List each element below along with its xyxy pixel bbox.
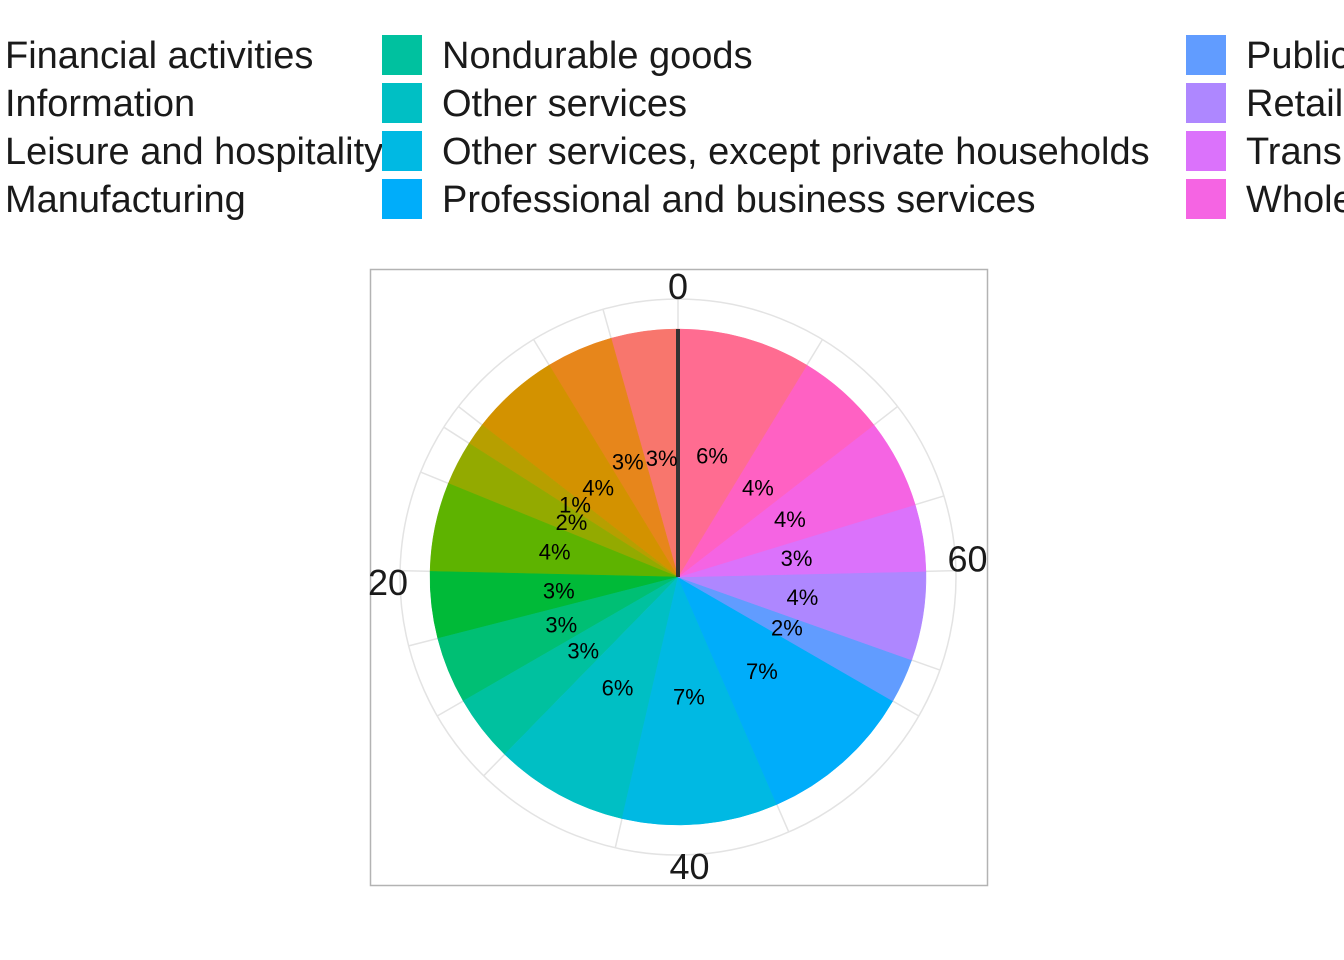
slice-label-3: 1%	[559, 492, 591, 517]
legend-label-6: Other services, except private household…	[442, 131, 1150, 173]
slice-label-1: 3%	[612, 449, 644, 474]
legend-label-11: Wholesale trade	[1246, 179, 1344, 221]
theta-tick-3: 60	[947, 539, 987, 580]
legend-key-6	[382, 131, 422, 171]
legend-label-4: Nondurable goods	[442, 35, 753, 77]
slice-label-0: 3%	[646, 446, 678, 471]
pie-slice-17	[677, 328, 808, 578]
legend-key-9	[1186, 83, 1226, 123]
slice-label-4: 2%	[556, 510, 588, 535]
pie-slice-10	[621, 576, 778, 826]
slice-label-11: 7%	[746, 659, 778, 684]
legend-label-3: Manufacturing	[5, 179, 246, 221]
legend-label-10: Transportation and utilities	[1246, 131, 1344, 173]
legend: Financial activities Information Leisure a…	[5, 35, 1344, 221]
slice-label-13: 4%	[787, 585, 819, 610]
slice-label-8: 3%	[567, 639, 599, 664]
legend-label-5: Other services	[442, 83, 687, 125]
legend-key-11	[1186, 179, 1226, 219]
slice-label-16: 4%	[742, 475, 774, 500]
legend-label-0: Financial activities	[5, 35, 313, 77]
slice-label-6: 3%	[543, 579, 575, 604]
pie-slice-9	[504, 576, 679, 819]
theta-tick-0: 0	[668, 266, 688, 307]
pie-slices	[429, 328, 927, 826]
slice-label-9: 6%	[602, 676, 634, 701]
legend-key-10	[1186, 131, 1226, 171]
theta-axis-ticks: 0 20 40 60	[368, 266, 987, 887]
legend-label-1: Information	[5, 83, 195, 125]
theta-tick-1: 20	[368, 562, 408, 603]
slice-label-15: 4%	[774, 507, 806, 532]
legend-label-9: Retail trade	[1246, 83, 1344, 125]
slice-label-14: 3%	[781, 546, 813, 571]
legend-key-7	[382, 179, 422, 219]
legend-label-7: Professional and business services	[442, 179, 1036, 221]
pie-slice-11	[677, 576, 894, 805]
percent-labels: 3%3%4%1%2%4%3%3%3%6% 7%7%2%4%3%4%4%6%	[539, 444, 819, 710]
slice-label-7: 3%	[545, 613, 577, 638]
slice-label-10: 7%	[673, 685, 705, 710]
theta-tick-2: 40	[670, 846, 710, 887]
legend-label-8: Public administration	[1246, 35, 1344, 77]
slice-label-2: 4%	[582, 475, 614, 500]
slice-label-5: 4%	[539, 539, 571, 564]
slice-label-17: 6%	[696, 444, 728, 469]
legend-key-8	[1186, 35, 1226, 75]
slice-label-12: 2%	[771, 615, 803, 640]
legend-key-5	[382, 83, 422, 123]
legend-label-2: Leisure and hospitality	[5, 131, 383, 173]
legend-key-4	[382, 35, 422, 75]
